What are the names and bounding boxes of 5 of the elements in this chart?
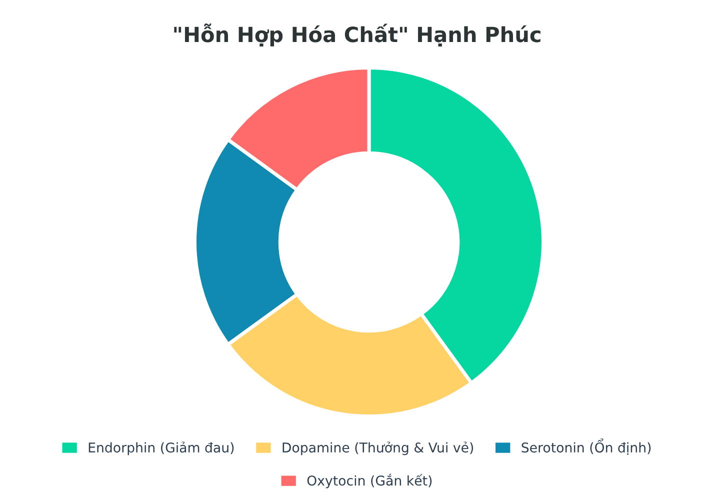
chart-title: "Hỗn Hợp Hóa Chất" Hạnh Phúc [174, 24, 540, 46]
legend-label: Dopamine (Thưởng & Vui vẻ) [282, 442, 474, 456]
legend-label: Endorphin (Giảm đau) [88, 442, 234, 456]
legend-label: Oxytocin (Gắn kết) [307, 474, 432, 488]
legend-label: Serotonin (Ổn định) [522, 438, 651, 455]
